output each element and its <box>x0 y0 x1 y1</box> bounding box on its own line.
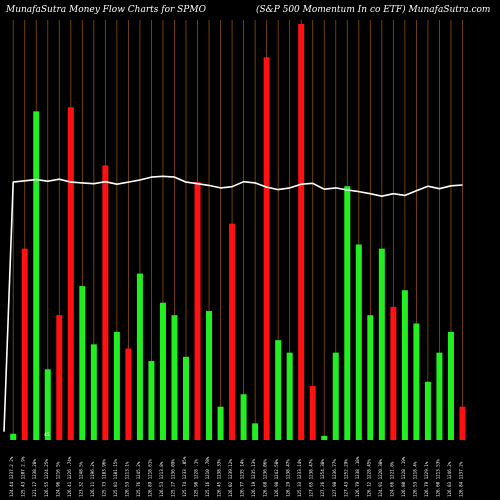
bar <box>298 24 305 440</box>
x-axis-labels: 124.44 1237.2 2% 125.43 1207 2.9% 121.17 1… <box>9 456 463 497</box>
x-tick-label: 126.53 1213.1% <box>124 461 129 497</box>
bar <box>332 352 339 440</box>
x-tick-label: 125.76 1245.2% <box>136 461 141 497</box>
x-tick-label: 126.53 1218.4% <box>412 461 417 497</box>
x-tick-label: 125.73 1183.96% <box>101 459 106 497</box>
x-tick-label: 125.81 1181.15% <box>113 459 118 497</box>
x-tick-label: 126.83 1246.2% <box>447 461 452 497</box>
x-tick-label: 124.44 1237.2 2% <box>9 456 14 497</box>
x-tick-label: 127.98 1236.77% <box>332 459 337 497</box>
x-tick-label: 126.80 1228 .19% <box>401 456 406 497</box>
chart-title-right: (S&P 500 Momentum In co ETF) MunafaSutra… <box>256 4 490 15</box>
x-tick-label: 126.11 1196.2% <box>90 461 95 497</box>
bar <box>44 369 51 440</box>
money-flow-bars <box>10 24 466 441</box>
x-tick-label: 126.79 1238 .18% <box>355 456 360 497</box>
bar <box>21 248 28 440</box>
bar <box>378 248 385 440</box>
bar <box>171 315 178 440</box>
bar <box>344 186 351 440</box>
bar <box>194 182 201 440</box>
x-tick-label: 126.60 1213.53% <box>435 459 440 497</box>
bar <box>10 433 17 440</box>
money-flow-line <box>3 175 463 432</box>
x-tick-label: 125.27 1236.09% <box>170 459 175 497</box>
x-tick-label: 126.68 1236.06% <box>263 459 268 497</box>
x-tick-label: 125.33 1233.14% <box>297 459 302 497</box>
bar <box>413 323 420 440</box>
x-tick-label: 126.53 1213.8% <box>159 461 164 497</box>
x-tick-label: 125.74 1233 .05% <box>182 456 187 497</box>
bar <box>90 344 97 440</box>
bar <box>447 331 454 440</box>
money-flow-line-group <box>3 175 463 432</box>
bar <box>206 311 213 440</box>
bar <box>390 306 397 440</box>
x-tick-label: 125.16 1210 .78% <box>205 456 210 497</box>
x-tick-label: 126.84 1237.2% <box>458 461 463 497</box>
x-tick-label: 123.32 1248.5% <box>78 461 83 497</box>
x-tick-label: 126.19 1235.13% <box>251 459 256 497</box>
x-tick-label: 126.02 1239.12% <box>228 459 233 497</box>
x-tick-label: 127.26 1254.38% <box>320 459 325 497</box>
x-tick-label: 127.65 1238.47% <box>309 459 314 497</box>
bar <box>79 286 86 440</box>
bar <box>33 111 40 441</box>
bar <box>459 406 466 440</box>
bar <box>113 331 120 440</box>
x-tick-label: 127.43 1252.29% <box>343 459 348 497</box>
bar <box>136 273 143 440</box>
bar <box>56 315 63 440</box>
bar <box>102 165 109 440</box>
x-tick-label: 124.66 1221.8% <box>389 461 394 497</box>
x-tick-label: 124.91 1220.38% <box>378 459 383 497</box>
bar <box>252 423 259 440</box>
bar <box>148 360 155 440</box>
x-tick-label: 126.89 1218.61% <box>147 459 152 497</box>
bar <box>159 302 166 440</box>
x-tick-label: 126.45 1238.33% <box>217 459 222 497</box>
x-tick-label: 126.77 1235 14% <box>240 459 245 497</box>
x-tick-label: 126.55 1224.25% <box>44 459 49 497</box>
bar <box>367 315 374 440</box>
bar <box>183 356 189 440</box>
x-tick-label: 121.17 1238.28% <box>32 459 37 497</box>
bar <box>401 290 408 440</box>
bar <box>275 340 282 440</box>
bar <box>125 348 132 440</box>
bar <box>229 223 236 440</box>
x-tick-label: 126.79 1229.1% <box>424 461 429 497</box>
bar <box>240 394 247 440</box>
x-tick-label: 126.29 1238.47% <box>286 459 291 497</box>
x-tick-label: 126.41 1226 .74% <box>67 456 72 497</box>
x-tick-label: 126.98 1242.58% <box>274 459 279 497</box>
chart-title-left: MunafaSutra Money Flow Charts for SPMO <box>5 5 207 15</box>
bar <box>424 381 431 440</box>
x-tick-label: 126.12 1228.45% <box>366 459 371 497</box>
bar <box>436 352 443 440</box>
bar <box>217 406 224 440</box>
bar <box>67 107 74 440</box>
bar <box>309 385 316 440</box>
x-tick-label: 125.98 1228 .1% <box>194 459 199 497</box>
x-tick-label: 125.43 1207 2.9% <box>21 456 26 497</box>
bar <box>286 352 293 440</box>
bar <box>355 244 362 440</box>
chart-marker-label: 45 <box>44 432 50 438</box>
x-tick-label: 124.96 1216 5% <box>55 461 60 497</box>
bar <box>263 57 270 440</box>
bar <box>321 435 328 440</box>
